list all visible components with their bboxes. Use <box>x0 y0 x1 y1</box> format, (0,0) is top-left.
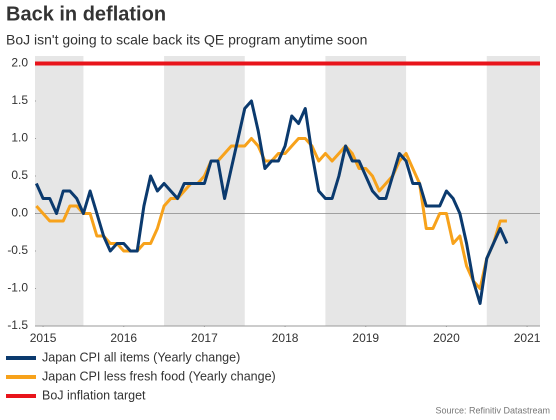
chart-title: Back in deflation <box>6 3 166 25</box>
y-tick-label: 1.0 <box>11 131 28 145</box>
y-tick-label: 2.0 <box>11 56 28 70</box>
x-tick-label: 2021 <box>514 331 541 345</box>
x-tick-label: 2019 <box>352 331 379 345</box>
chart-subtitle: BoJ isn't going to scale back its QE pro… <box>6 32 367 48</box>
source-note: Source: Refinitiv Datastream <box>435 405 550 415</box>
legend-label: Japan CPI less fresh food (Yearly change… <box>42 369 276 383</box>
year-band <box>164 56 245 326</box>
legend-label: Japan CPI all items (Yearly change) <box>42 350 240 364</box>
x-tick-label: 2016 <box>110 331 137 345</box>
y-tick-label: 0.0 <box>11 206 28 220</box>
x-tick-label: 2017 <box>191 331 218 345</box>
legend-label: BoJ inflation target <box>42 388 146 402</box>
year-band <box>35 56 84 326</box>
x-tick-label: 2020 <box>433 331 460 345</box>
y-tick-label: -1.5 <box>7 318 28 332</box>
x-tick-label: 2018 <box>272 331 299 345</box>
y-tick-label: -0.5 <box>7 243 28 257</box>
y-tick-label: -1.0 <box>7 281 28 295</box>
year-band <box>486 56 540 326</box>
y-tick-label: 0.5 <box>11 168 28 182</box>
x-tick-label: 2015 <box>30 331 57 345</box>
y-tick-label: 1.5 <box>11 93 28 107</box>
series-line <box>35 99 509 305</box>
year-band <box>325 56 407 326</box>
